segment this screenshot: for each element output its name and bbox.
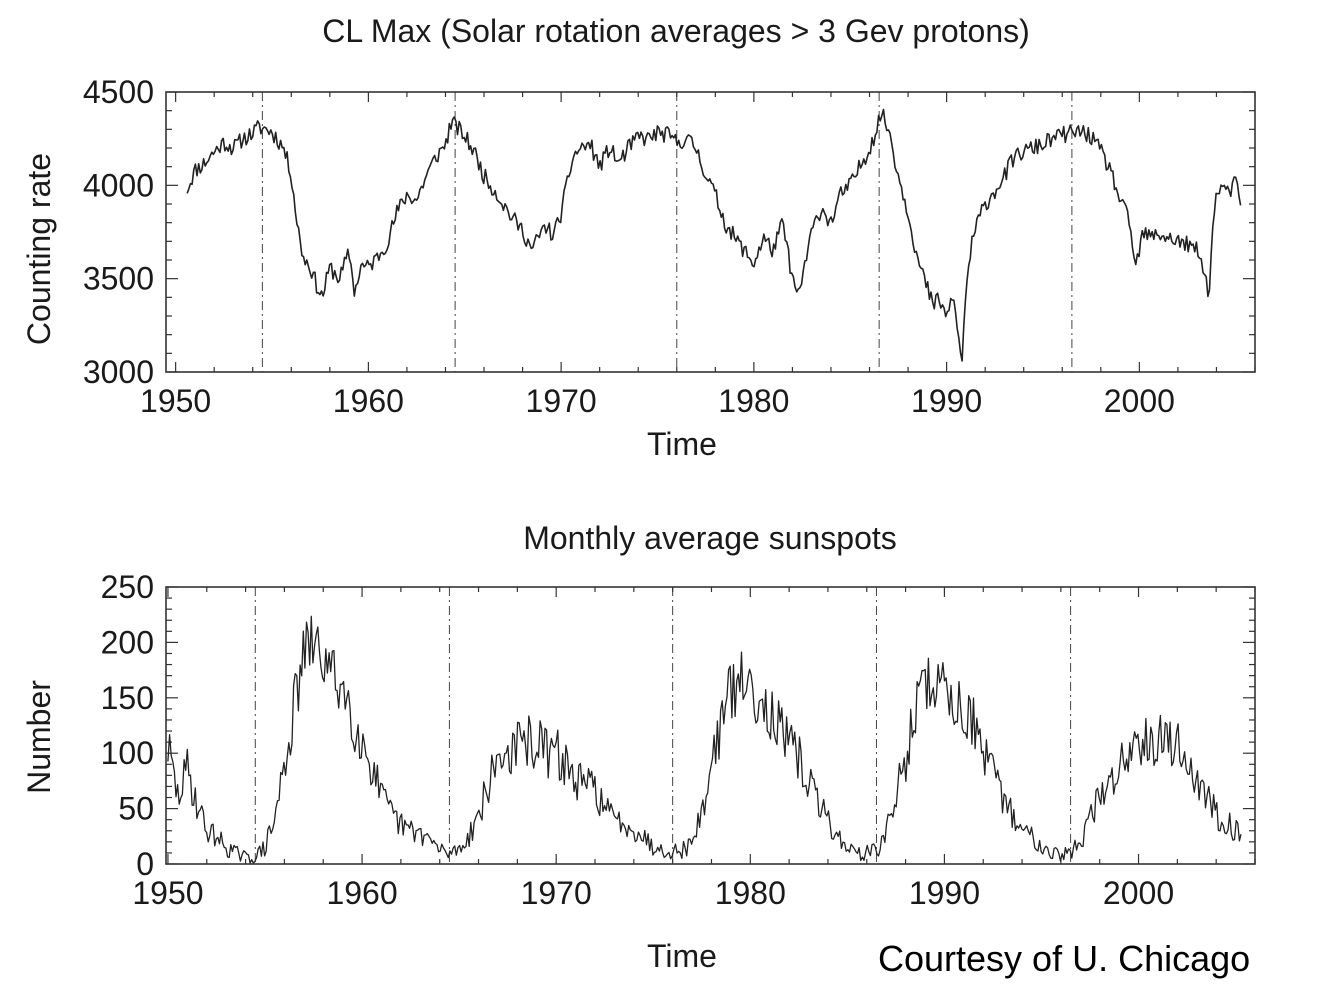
y-tick-label: 3000: [83, 354, 154, 390]
x-axis-label: Time: [647, 938, 717, 974]
y-tick-label: 4500: [83, 74, 154, 110]
series-line: [167, 615, 1242, 864]
y-tick-label: 250: [101, 569, 154, 605]
x-tick-label: 1980: [718, 383, 789, 419]
x-tick-label: 1970: [521, 875, 592, 911]
x-tick-label: 1960: [326, 875, 397, 911]
x-tick-label: 1970: [526, 383, 597, 419]
y-tick-label: 100: [101, 735, 154, 771]
y-tick-label: 3500: [83, 261, 154, 297]
x-tick-label: 1990: [911, 383, 982, 419]
x-axis-label: Time: [647, 426, 717, 462]
y-tick-label: 200: [101, 624, 154, 660]
sunspot-chart: Monthly average sunspots Number Time 195…: [21, 520, 1256, 974]
y-tick-label: 50: [118, 791, 154, 827]
chart-title: CL Max (Solar rotation averages > 3 Gev …: [322, 13, 1030, 49]
x-tick-label: 2000: [1104, 383, 1175, 419]
x-tick-label: 1990: [909, 875, 980, 911]
y-tick-label: 0: [136, 846, 154, 882]
x-tick-label: 2000: [1103, 875, 1174, 911]
x-tick-label: 1950: [140, 383, 211, 419]
cosmic-ray-chart: CL Max (Solar rotation averages > 3 Gev …: [21, 13, 1256, 462]
x-tick-label: 1960: [333, 383, 404, 419]
credit-text: Courtesy of U. Chicago: [878, 938, 1251, 979]
y-axis-label: Counting rate: [21, 153, 57, 345]
y-tick-label: 150: [101, 680, 154, 716]
plot-frame: [165, 586, 1256, 865]
y-axis-label: Number: [21, 680, 57, 794]
series-line: [186, 108, 1242, 362]
plot-frame: [165, 91, 1256, 373]
x-tick-label: 1980: [715, 875, 786, 911]
chart-title: Monthly average sunspots: [523, 520, 897, 556]
x-tick-label: 1950: [132, 875, 203, 911]
y-tick-label: 4000: [83, 167, 154, 203]
